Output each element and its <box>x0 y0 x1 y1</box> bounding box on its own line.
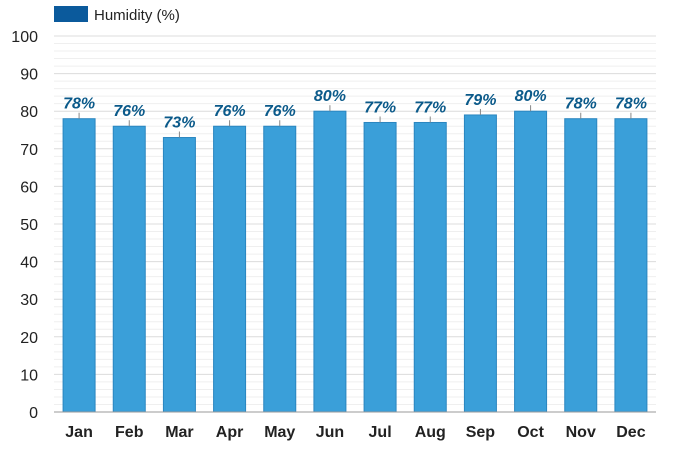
x-tick-label-oct: Oct <box>517 424 544 441</box>
data-label-feb: 76% <box>113 103 145 120</box>
data-label-may: 76% <box>264 103 296 120</box>
bar-apr <box>213 125 247 413</box>
y-tick-label: 60 <box>20 179 38 196</box>
data-label-jul: 77% <box>364 99 396 116</box>
bar-jul <box>363 121 397 413</box>
y-tick-label: 80 <box>20 104 38 121</box>
data-label-jun: 80% <box>314 88 346 105</box>
data-label-aug: 77% <box>414 99 446 116</box>
y-axis: 0 10 20 30 40 50 60 70 80 90 100 <box>11 29 38 422</box>
bar-mar <box>162 137 196 413</box>
data-labels: 78% 76% 73% 76% 76% 80% 77% 77% 79% 80% 78% 78% <box>63 88 647 138</box>
data-label-sep: 79% <box>464 92 496 109</box>
y-tick-label: 0 <box>29 405 38 422</box>
data-label-nov: 78% <box>565 96 597 113</box>
x-tick-label-jan: Jan <box>65 424 93 441</box>
bar-may <box>263 125 297 413</box>
y-tick-label: 70 <box>20 142 38 159</box>
chart-legend: Humidity (%) <box>54 6 180 24</box>
x-tick-label-feb: Feb <box>115 424 144 441</box>
bar-jun <box>313 110 347 413</box>
data-label-apr: 76% <box>214 103 246 120</box>
data-label-oct: 80% <box>515 88 547 105</box>
x-tick-label-jun: Jun <box>316 424 344 441</box>
bar-jan <box>62 118 96 413</box>
y-tick-label: 20 <box>20 330 38 347</box>
bar-aug <box>413 121 447 413</box>
data-label-mar: 73% <box>163 115 195 132</box>
y-tick-label: 100 <box>11 29 38 46</box>
y-tick-label: 50 <box>20 217 38 234</box>
bar-dec <box>614 118 648 413</box>
x-tick-label-aug: Aug <box>415 424 446 441</box>
bar-feb <box>112 125 146 413</box>
x-tick-label-nov: Nov <box>566 424 596 441</box>
x-tick-label-jul: Jul <box>369 424 392 441</box>
legend-swatch-humidity <box>54 6 88 22</box>
data-label-jan: 78% <box>63 96 95 113</box>
y-tick-label: 30 <box>20 292 38 309</box>
bar-oct <box>514 110 548 413</box>
y-tick-label: 40 <box>20 255 38 272</box>
x-tick-label-sep: Sep <box>466 424 496 441</box>
y-tick-label: 10 <box>20 367 38 384</box>
x-tick-label-dec: Dec <box>616 424 645 441</box>
bar-nov <box>564 118 598 413</box>
x-tick-label-apr: Apr <box>216 424 244 441</box>
grid-lines <box>54 35 656 413</box>
x-tick-label-mar: Mar <box>165 424 193 441</box>
y-tick-label: 90 <box>20 67 38 84</box>
x-axis: Jan Feb Mar Apr May Jun Jul Aug Sep Oct Nov Dec <box>54 411 656 441</box>
bar-sep <box>463 114 497 413</box>
data-label-dec: 78% <box>615 96 647 113</box>
bars <box>62 110 648 413</box>
x-tick-label-may: May <box>264 424 295 441</box>
legend-label-humidity: Humidity (%) <box>94 7 180 24</box>
